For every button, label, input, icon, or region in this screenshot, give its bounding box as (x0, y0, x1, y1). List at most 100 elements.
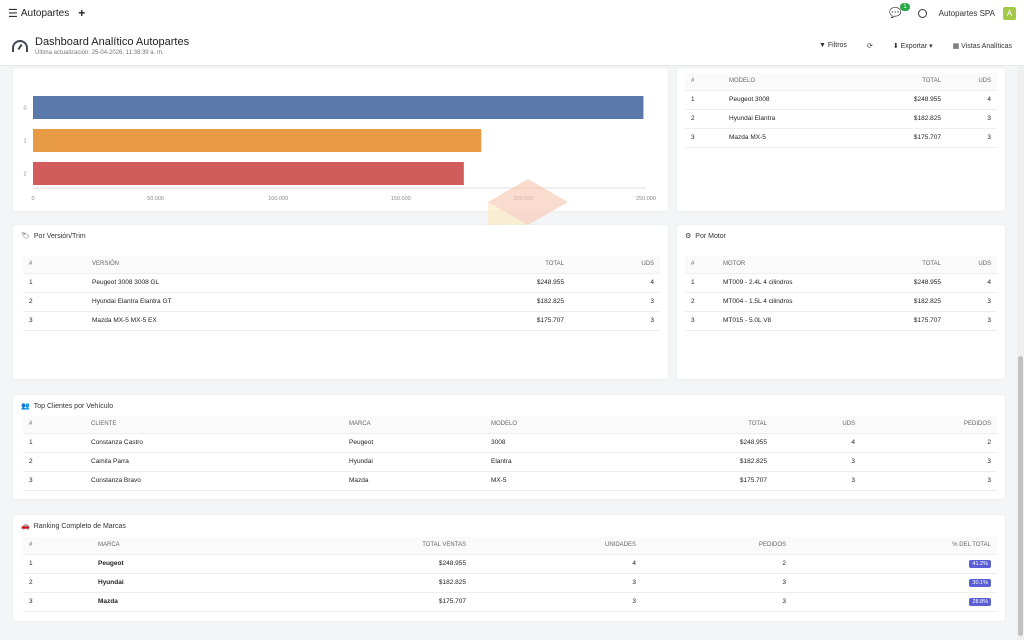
table-row: 3 Mazda MX-5 MX-5 EX $175.707 3 (23, 311, 660, 331)
cell: Camila Parra (85, 452, 343, 472)
cell: 3 (685, 311, 717, 331)
cell: 41.2% (792, 554, 997, 574)
cell: Hyundai (92, 573, 282, 593)
cell: 2 (861, 433, 997, 453)
table-row: 1 Peugeot 3008 3008 GL $248.955 4 (23, 273, 660, 293)
percent-badge: 41.2% (969, 560, 991, 568)
cell: Mazda (343, 471, 485, 491)
export-button[interactable]: ⬇ Exportar ▾ (893, 42, 933, 50)
cell: 3 (947, 128, 997, 148)
table-row: 1 Constanza Castro Peugeot 3008 $248.955 4 2 (23, 433, 997, 453)
table-row: 2 Camila Parra Hyundai Elantra $182.825 3 3 (23, 452, 997, 472)
cell: 3 (23, 592, 92, 612)
last-updated: Última actualización: 25-04-2026, 11:38:… (35, 49, 164, 56)
views-button[interactable]: ▦ Vistas Analíticas (953, 42, 1012, 50)
col-header: # (23, 416, 85, 434)
col-header: TOTAL (635, 416, 773, 434)
col-header: PEDIDOS (642, 537, 792, 555)
cell: 2 (685, 109, 723, 129)
cell: 3 (570, 311, 660, 331)
cell: MT004 - 1.5L 4 cilindros (717, 292, 873, 312)
x-tick-label: 50.000 (147, 196, 164, 202)
col-header: TOTAL (856, 73, 947, 91)
y-tick-label: 1 (23, 139, 26, 145)
top-models-card: # MODELO TOTAL UDS 1 Peugeot 3008 $248.955… (677, 68, 1005, 211)
cell: $248.955 (856, 90, 947, 110)
cell: 1 (23, 433, 85, 453)
cell: Constanza Bravo (85, 471, 343, 491)
cell: 3 (773, 471, 861, 491)
cell: 1 (23, 554, 92, 574)
refresh-button[interactable]: ⟳ (867, 42, 873, 50)
dashboard-icon (12, 39, 28, 52)
cell: $175.707 (872, 311, 947, 331)
cell: $248.955 (872, 273, 947, 293)
cell: 2 (642, 554, 792, 574)
avatar[interactable]: A (1003, 6, 1016, 20)
cell: 3 (861, 471, 997, 491)
col-header: MODELO (723, 73, 857, 91)
cell: $182.825 (872, 292, 947, 312)
cell: 4 (570, 273, 660, 293)
chart-bar[interactable] (33, 162, 464, 185)
top-clients-title: 👥 Top Clientes por Vehículo (21, 402, 113, 411)
col-header: # (685, 256, 717, 274)
cell: 3 (642, 592, 792, 612)
x-tick-label: 150.000 (391, 196, 411, 202)
cell: $175.707 (635, 471, 773, 491)
cell: 3 (570, 292, 660, 312)
table-row: 2 MT004 - 1.5L 4 cilindros $182.825 3 (685, 292, 997, 312)
col-header: PEDIDOS (861, 416, 997, 434)
cell: Hyundai (343, 452, 485, 472)
cell: 1 (23, 273, 86, 293)
cell: 3 (685, 128, 723, 148)
cell: MX-5 (485, 471, 635, 491)
col-header: # (23, 256, 86, 274)
filters-button[interactable]: ▼ Filtros (819, 42, 847, 49)
chart-bar[interactable] (33, 96, 644, 119)
cell: $182.825 (425, 292, 570, 312)
scrollbar-thumb[interactable] (1018, 356, 1023, 636)
chat-badge: 1 (900, 2, 910, 11)
scrollbar-track[interactable] (1017, 66, 1024, 640)
cell: 3 (642, 573, 792, 593)
filter-icon: ▼ (818, 42, 826, 49)
cell: 4 (947, 90, 997, 110)
col-header: TOTAL (872, 256, 947, 274)
cell: Peugeot (92, 554, 282, 574)
card-title-text: Por Versión/Trim (33, 232, 86, 240)
menu-icon[interactable]: ☰ (8, 7, 18, 20)
y-tick-label: 2 (23, 172, 26, 178)
cell: 3 (947, 311, 997, 331)
page-title: Dashboard Analítico Autopartes (35, 35, 190, 48)
cell: 4 (947, 273, 997, 293)
cell: 4 (472, 554, 642, 574)
cell: $248.955 (282, 554, 472, 574)
chat-icon[interactable]: 💬 1 (889, 2, 910, 19)
cell: 3 (472, 573, 642, 593)
top-clients-card: 👥 Top Clientes por Vehículo # CLIENTE MAR… (13, 395, 1005, 499)
col-header: UDS (947, 73, 997, 91)
brand-ranking-title: 🚗 Ranking Completo de Marcas (21, 522, 126, 531)
cell: 3 (947, 292, 997, 312)
col-header: VERSIÓN (86, 256, 425, 274)
top-clients-table: # CLIENTE MARCA MODELO TOTAL UDS PEDIDOS… (23, 416, 997, 491)
by-engine-card: ⚙ Por Motor # MOTOR TOTAL UDS 1 MT009 - 2.… (677, 225, 1005, 379)
clock-icon[interactable] (917, 8, 927, 18)
views-label: Vistas Analíticas (961, 42, 1012, 50)
cell: $248.955 (635, 433, 773, 453)
add-tab-button[interactable]: + (78, 6, 86, 20)
tags-icon: 🏷 (21, 233, 30, 240)
chart-bar[interactable] (33, 129, 482, 152)
percent-badge: 30.1% (969, 579, 991, 587)
col-header: CLIENTE (85, 416, 343, 434)
app-title[interactable]: Autopartes (20, 7, 70, 19)
col-header: MARCA (343, 416, 485, 434)
table-row: 2 Hyundai $182.825 3 3 30.1% (23, 573, 997, 593)
cell: Peugeot (343, 433, 485, 453)
cell: $182.825 (856, 109, 947, 129)
col-header: TOTAL (425, 256, 570, 274)
company-name[interactable]: Autopartes SPA (938, 8, 995, 18)
cell: $175.707 (856, 128, 947, 148)
